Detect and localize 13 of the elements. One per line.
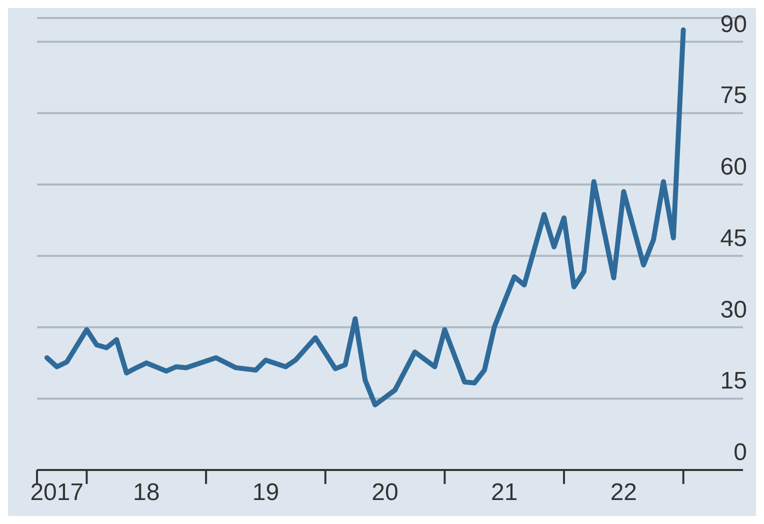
y-tick-label: 90 xyxy=(720,10,747,38)
y-tick-label: 15 xyxy=(720,368,747,395)
x-tick-label: 2017 xyxy=(30,479,84,506)
y-tick-label: 60 xyxy=(720,154,747,181)
x-tick-label: 18 xyxy=(133,479,160,506)
y-tick-label: 30 xyxy=(720,296,747,324)
x-tick-label: 22 xyxy=(610,479,638,506)
y-tick-label: 0 xyxy=(734,439,747,466)
x-tick-label: 20 xyxy=(372,479,398,506)
y-tick-label: 75 xyxy=(720,82,747,110)
y-tick-label: 45 xyxy=(720,224,747,252)
x-tick-label: 19 xyxy=(252,479,280,506)
x-tick-label: 21 xyxy=(491,479,518,506)
